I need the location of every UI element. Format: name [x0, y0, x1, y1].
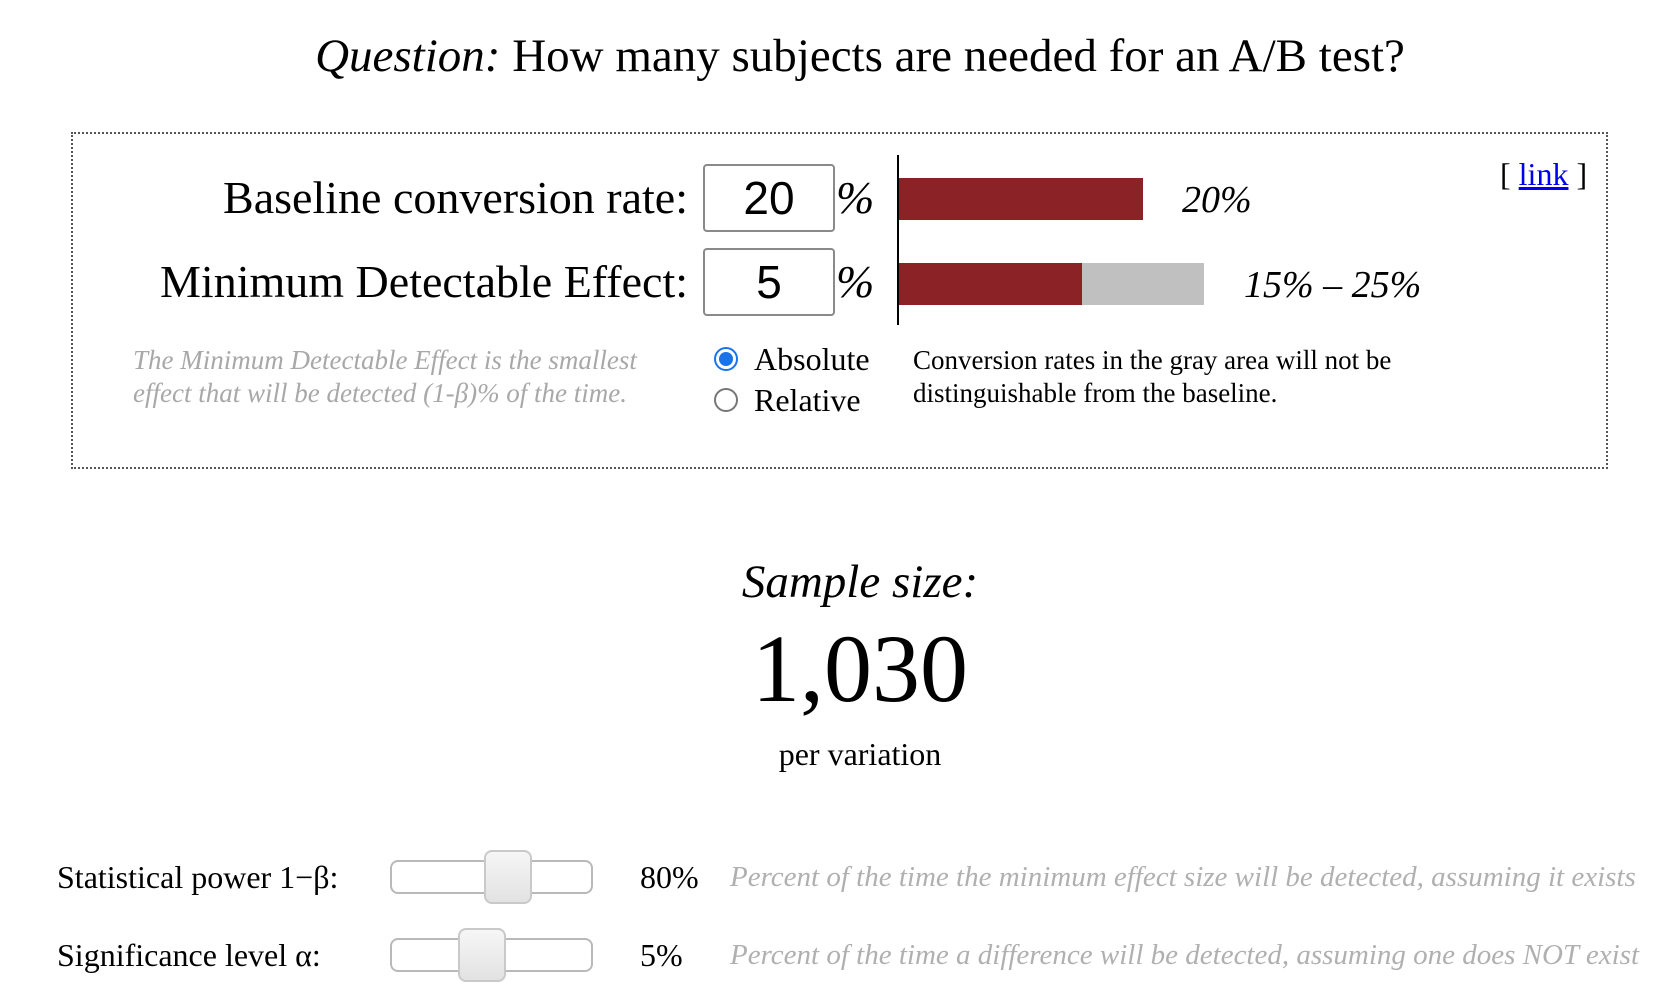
power-value: 80%: [640, 859, 699, 895]
mde-label: Minimum Detectable Effect:: [160, 256, 688, 307]
settings-panel: [71, 132, 1608, 469]
power-label: Statistical power 1−β:: [57, 859, 339, 895]
alpha-slider-thumb[interactable]: [458, 928, 506, 982]
power-slider[interactable]: [390, 850, 593, 904]
baseline-rate-bar: [899, 178, 1143, 220]
power-slider-thumb[interactable]: [484, 850, 532, 904]
baseline-rate-label: Baseline conversion rate:: [223, 172, 688, 223]
mde-range-bar-baseline: [899, 263, 1082, 305]
baseline-rate-unit: %: [836, 172, 875, 223]
bar-axis-line: [897, 155, 899, 325]
link-bracket-close: ]: [1568, 156, 1588, 192]
permalink[interactable]: link: [1518, 156, 1569, 192]
mde-help-text: The Minimum Detectable Effect is the sma…: [133, 345, 637, 408]
alpha-description: Percent of the time a difference will be…: [730, 939, 1639, 971]
mde-range-value: 15% – 25%: [1244, 264, 1422, 306]
baseline-rate-input[interactable]: [703, 164, 835, 232]
mde-mode-absolute[interactable]: Absolute: [714, 339, 870, 379]
page-title: Question: How many subjects are needed f…: [0, 26, 1678, 86]
sample-size-value: 1,030: [752, 615, 968, 722]
mde-input[interactable]: [703, 248, 835, 316]
question-text: How many subjects are needed for an A/B …: [512, 30, 1405, 82]
alpha-label: Significance level α:: [57, 937, 321, 973]
mde-unit: %: [836, 256, 875, 307]
alpha-value: 5%: [640, 937, 683, 973]
link-bracket-open: [: [1500, 156, 1519, 192]
link-wrapper: [ link ]: [1500, 154, 1587, 194]
power-description: Percent of the time the minimum effect s…: [730, 861, 1636, 893]
mde-mode-relative[interactable]: Relative: [714, 380, 861, 420]
radio-absolute[interactable]: [714, 347, 738, 371]
radio-relative-label: Relative: [754, 382, 861, 418]
sample-size-unit: per variation: [778, 736, 942, 772]
question-prefix: Question:: [315, 30, 501, 82]
radio-absolute-label: Absolute: [754, 341, 870, 377]
baseline-bar-value: 20%: [1182, 179, 1252, 221]
radio-relative[interactable]: [714, 388, 738, 412]
gray-area-note: Conversion rates in the gray area will n…: [913, 345, 1392, 408]
sample-size-label: Sample size:: [741, 556, 979, 608]
alpha-slider[interactable]: [390, 928, 593, 982]
